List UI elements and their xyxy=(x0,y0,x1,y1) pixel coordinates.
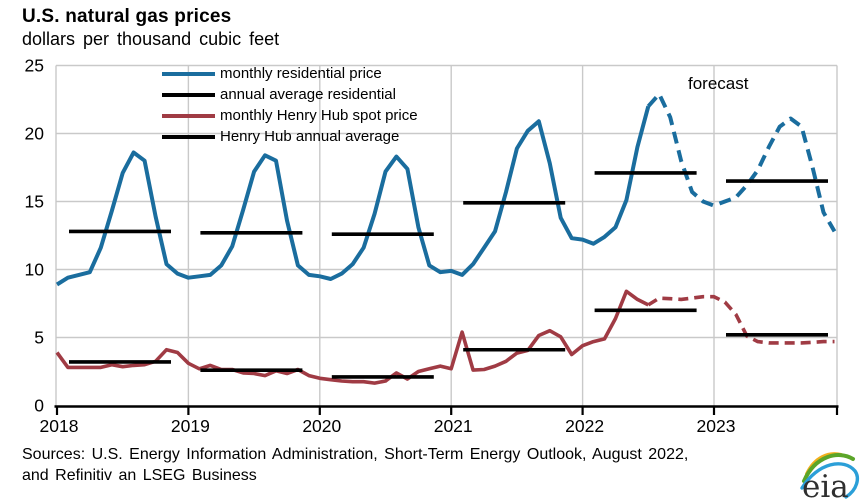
x-tick-label: 2020 xyxy=(302,416,341,436)
legend-swatch-monthly-henry-hub xyxy=(162,113,215,118)
y-tick-label: 10 xyxy=(25,260,45,280)
eia-logo: eia xyxy=(800,452,859,502)
sources-line-1: Sources: U.S. Energy Information Adminis… xyxy=(22,446,689,463)
y-tick-label: 5 xyxy=(34,328,44,348)
y-tick-label: 15 xyxy=(25,192,44,212)
x-tick-label: 2022 xyxy=(565,416,604,436)
residential-history-line xyxy=(55,105,651,287)
x-tick-label: 2018 xyxy=(40,416,79,436)
legend-item-monthly-residential: monthly residential price xyxy=(162,63,418,84)
legend-item-monthly-henry-hub: monthly Henry Hub spot price xyxy=(162,105,418,126)
legend-swatch-henry-hub-annual-average xyxy=(162,134,215,139)
legend-label: monthly Henry Hub spot price xyxy=(220,107,418,124)
y-tick-label: 0 xyxy=(34,396,44,416)
eia-logo-green-swoosh xyxy=(802,453,855,483)
eia-logo-blue-swoosh xyxy=(800,462,859,499)
henry-hub-forecast-line xyxy=(647,294,835,345)
chart-subtitle: dollars per thousand cubic feet xyxy=(22,29,280,49)
chart-legend: monthly residential price annual average… xyxy=(162,63,418,147)
legend-item-henry-hub-annual-average: Henry Hub annual average xyxy=(162,126,418,147)
legend-label: Henry Hub annual average xyxy=(220,128,400,145)
x-tick-label: 2021 xyxy=(434,416,473,436)
legend-swatch-monthly-residential xyxy=(162,71,215,76)
chart-title: U.S. natural gas prices xyxy=(22,6,232,27)
y-tick-label: 25 xyxy=(25,56,44,76)
legend-item-annual-average-residential: annual average residential xyxy=(162,84,418,105)
forecast-label: forecast xyxy=(688,74,749,93)
x-tick-label: 2023 xyxy=(697,416,736,436)
sources-line-2: and Refinitiv an LSEG Business xyxy=(22,467,257,484)
residential-forecast-line xyxy=(646,92,837,233)
legend-swatch-annual-average-residential xyxy=(162,92,215,97)
legend-label: monthly residential price xyxy=(220,65,382,82)
legend-label: annual average residential xyxy=(220,86,396,103)
y-tick-label: 20 xyxy=(25,124,45,144)
eia-logo-text: eia xyxy=(802,469,849,502)
x-tick-label: 2019 xyxy=(171,416,210,436)
